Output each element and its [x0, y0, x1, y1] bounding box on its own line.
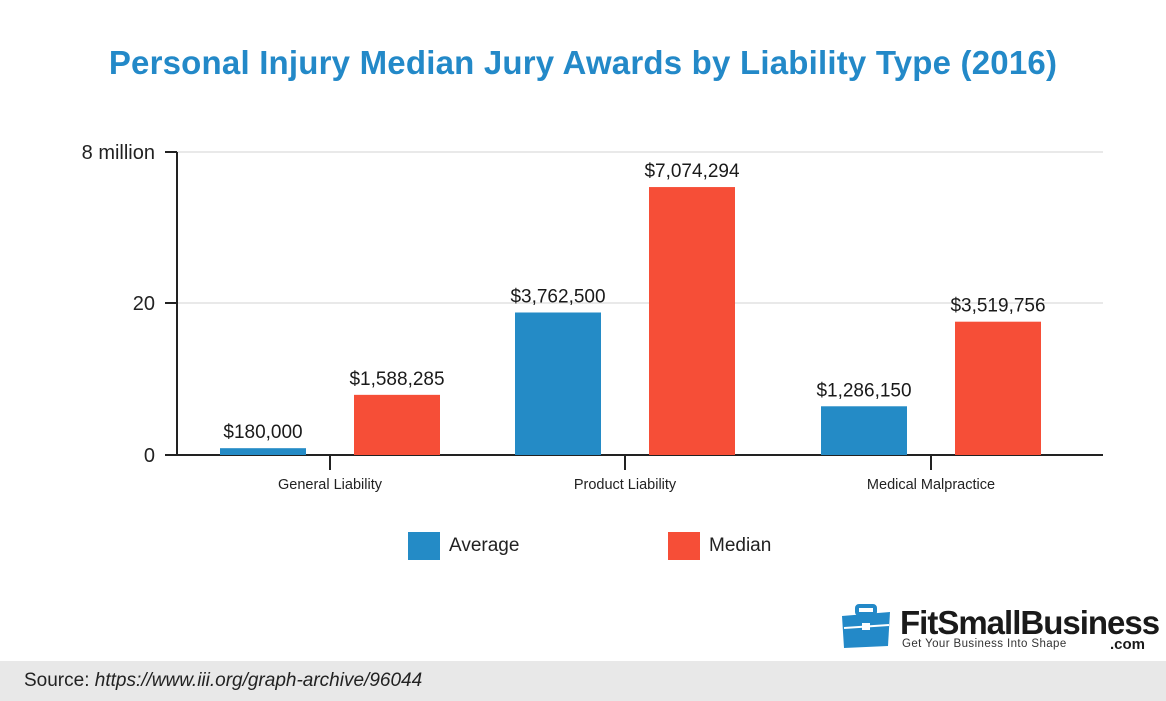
brand-tagline: Get Your Business Into Shape — [902, 638, 1067, 650]
x-tick-label: General Liability — [278, 477, 383, 493]
axes: 0 20 8 million General Liability Product Lia… — [82, 142, 1103, 493]
brand-suffix: .com — [1110, 636, 1146, 653]
source-label: Source: — [24, 670, 90, 691]
grid-lines — [177, 151, 1103, 304]
legend-label-average: Average — [449, 535, 520, 556]
source-footer: Source: https://www.iii.org/graph-archiv… — [0, 661, 1166, 701]
legend-label-median: Median — [709, 535, 772, 556]
data-label-median: $1,588,285 — [349, 369, 444, 390]
bars — [220, 187, 1041, 456]
bar-median — [649, 187, 735, 456]
bar-median — [955, 321, 1041, 455]
bar-average — [821, 406, 907, 455]
bar-average — [515, 312, 601, 455]
data-label-median: $3,519,756 — [950, 296, 1045, 317]
brand-name: FitSmallBusiness — [900, 604, 1160, 641]
chart-title: Personal Injury Median Jury Awards by Li… — [108, 44, 1058, 81]
legend-item-median: Median — [668, 532, 771, 560]
legend-swatch-average — [408, 532, 440, 560]
briefcase-icon — [842, 604, 890, 648]
bar-average — [220, 448, 306, 455]
x-tick-label: Product Liability — [574, 477, 677, 493]
brand-logo: FitSmallBusiness Get Your Business Into … — [838, 600, 1160, 656]
data-labels: $180,000 $3,762,500 $1,286,150 $1,588,285 $7… — [223, 161, 1045, 443]
data-label-average: $1,286,150 — [816, 380, 911, 401]
bar-median — [354, 394, 440, 455]
y-tick-label: 8 million — [82, 142, 155, 164]
data-label-median: $7,074,294 — [644, 161, 740, 182]
bar-chart: 0 20 8 million General Liability Product Lia… — [82, 142, 1103, 493]
data-label-average: $3,762,500 — [510, 286, 605, 307]
source-url: https://www.iii.org/graph-archive/96044 — [94, 670, 423, 691]
y-tick-label: 20 — [133, 293, 155, 315]
x-tick-label: Medical Malpractice — [867, 477, 995, 493]
y-tick-label: 0 — [144, 445, 155, 467]
legend-item-average: Average — [408, 532, 519, 560]
legend-swatch-median — [668, 532, 700, 560]
data-label-average: $180,000 — [223, 422, 302, 443]
